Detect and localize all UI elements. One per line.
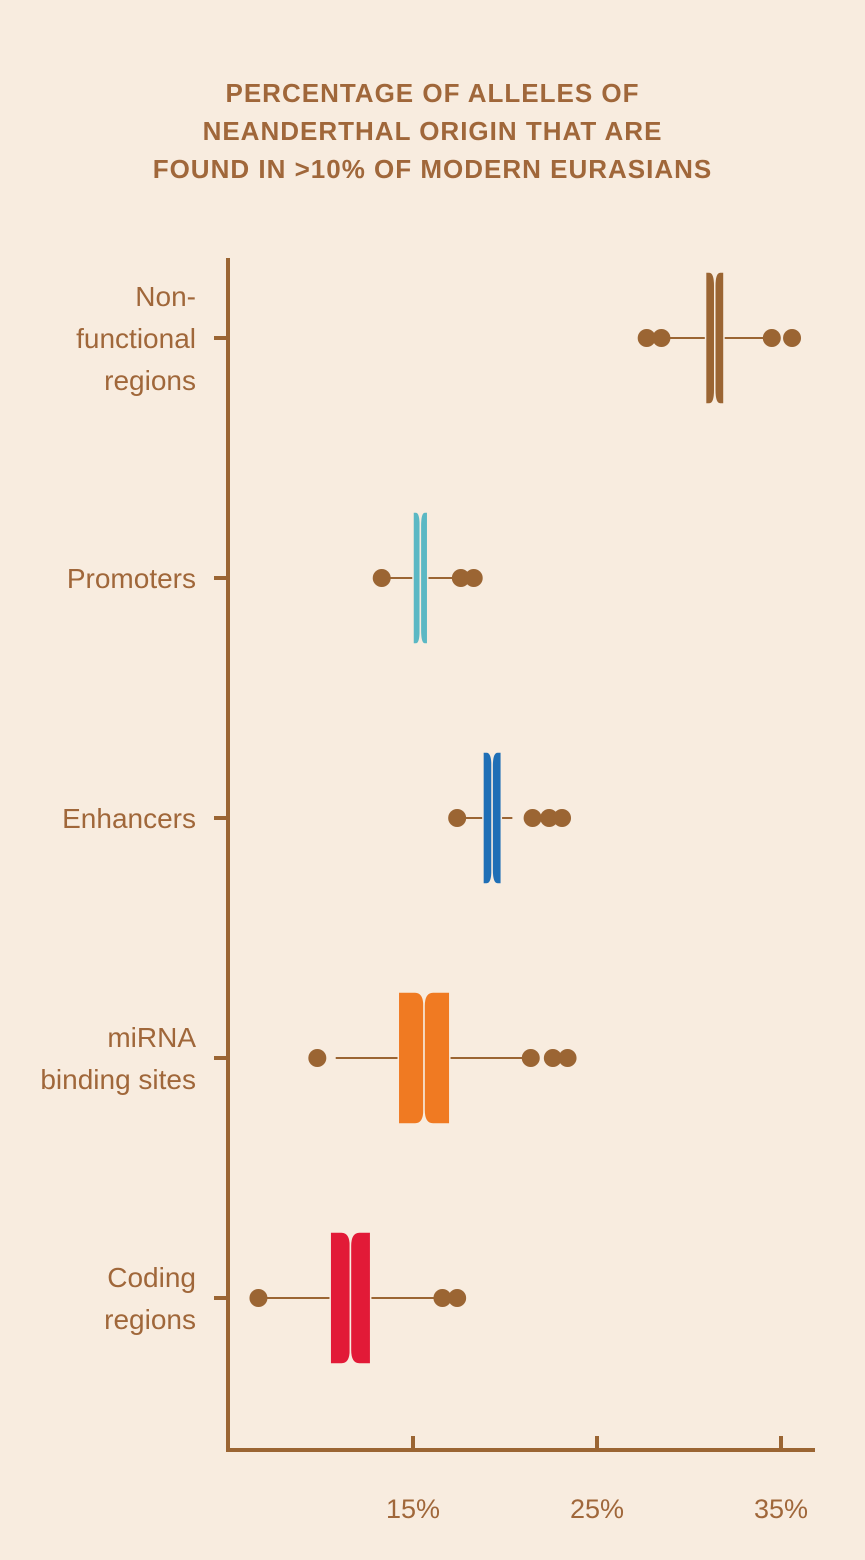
category-label: Promoters bbox=[67, 563, 196, 594]
outlier-point bbox=[451, 569, 470, 587]
box-group: Coding regions bbox=[104, 1231, 467, 1365]
outlier-point bbox=[540, 809, 559, 827]
chart-title-line-3: FOUND IN >10% OF MODERN EURASIANS bbox=[152, 154, 713, 184]
chart-title-line-2: NEANDERTHAL ORIGIN THAT ARE bbox=[202, 116, 663, 146]
chart-title: PERCENTAGE OF ALLELES OF NEANDERTHAL ORI… bbox=[0, 74, 865, 188]
box-upper-half bbox=[423, 991, 451, 1125]
box-lower-half bbox=[329, 1231, 352, 1365]
x-tick-label: 35% bbox=[754, 1494, 808, 1524]
category-label: miRNA bbox=[107, 1022, 196, 1053]
outlier-point bbox=[372, 569, 391, 587]
x-tick-label: 15% bbox=[386, 1494, 440, 1524]
outlier-point bbox=[543, 1049, 562, 1067]
category-label: Coding bbox=[107, 1262, 196, 1293]
category-label: binding sites bbox=[40, 1064, 196, 1095]
box-lower-half bbox=[482, 751, 493, 885]
category-label: Enhancers bbox=[62, 803, 196, 834]
category-label: Non- bbox=[135, 281, 196, 312]
outlier-point bbox=[558, 1049, 577, 1067]
outlier-point bbox=[637, 329, 656, 347]
outlier-point bbox=[308, 1049, 327, 1067]
category-label: functional bbox=[76, 323, 196, 354]
outlier-point bbox=[448, 1289, 467, 1307]
box-upper-half bbox=[419, 511, 429, 645]
outlier-point bbox=[433, 1289, 452, 1307]
box-group: Enhancers bbox=[62, 751, 572, 885]
box-upper-half bbox=[349, 1231, 372, 1365]
x-tick-label: 25% bbox=[570, 1494, 624, 1524]
box-group: miRNA binding sites bbox=[40, 991, 577, 1125]
category-label: regions bbox=[104, 1304, 196, 1335]
box-upper-half bbox=[491, 751, 503, 885]
box-lower-half bbox=[397, 991, 425, 1125]
category-label: regions bbox=[104, 365, 196, 396]
outlier-point bbox=[553, 809, 572, 827]
outlier-point bbox=[448, 809, 467, 827]
outlier-point bbox=[249, 1289, 268, 1307]
box-group: Promoters bbox=[67, 511, 483, 645]
box-lower-half bbox=[412, 511, 422, 645]
box-lower-half bbox=[704, 271, 716, 405]
outlier-point bbox=[783, 329, 802, 347]
outlier-point bbox=[521, 1049, 540, 1067]
box-group: Non-functional regions bbox=[76, 271, 802, 405]
chart-title-line-1: PERCENTAGE OF ALLELES OF bbox=[225, 78, 640, 108]
outlier-point bbox=[464, 569, 483, 587]
box-upper-half bbox=[714, 271, 725, 405]
outlier-point bbox=[523, 809, 542, 827]
outlier-point bbox=[652, 329, 671, 347]
outlier-point bbox=[762, 329, 781, 347]
